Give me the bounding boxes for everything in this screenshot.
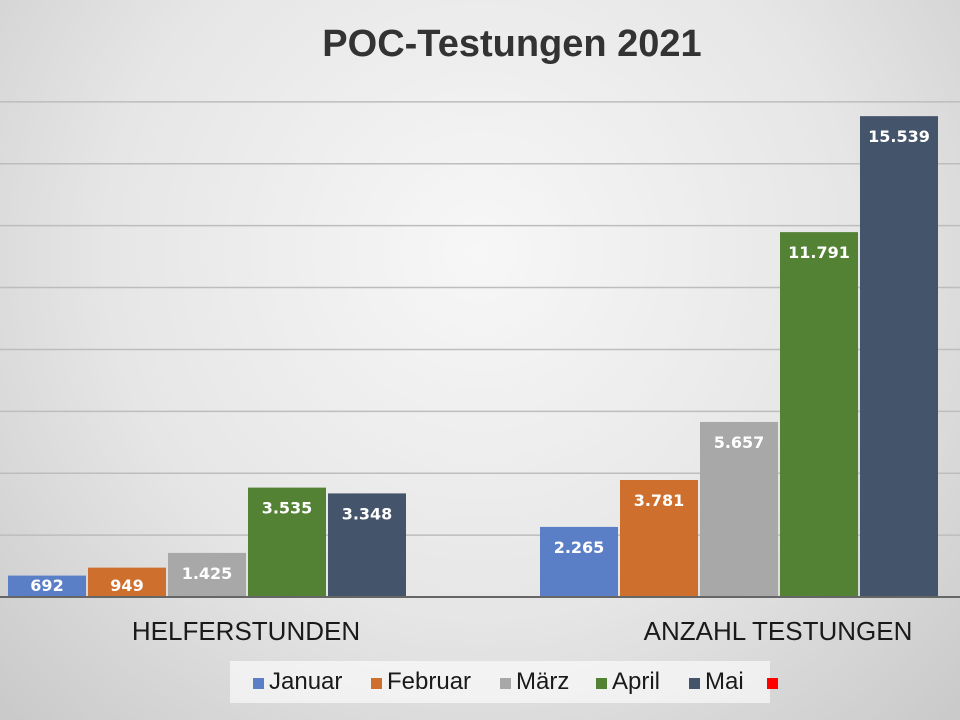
bar-april bbox=[248, 487, 326, 597]
category-label: ANZAHL TESTUNGEN bbox=[644, 616, 913, 646]
bar-januar bbox=[540, 526, 618, 597]
legend-swatch bbox=[767, 678, 778, 689]
bar-märz bbox=[168, 552, 246, 597]
legend-label: Januar bbox=[269, 668, 342, 695]
data-label: 11.791 bbox=[788, 243, 850, 262]
category-labels: HELFERSTUNDEN ANZAHL TESTUNGEN bbox=[132, 616, 912, 646]
bar-april bbox=[780, 232, 858, 598]
data-label: 3.348 bbox=[342, 504, 393, 523]
data-label: 2.265 bbox=[554, 538, 605, 557]
chart-title: POC-Testungen 2021 bbox=[322, 23, 701, 65]
legend-label: April bbox=[612, 668, 660, 695]
bar-februar bbox=[620, 479, 698, 597]
legend-swatch bbox=[371, 678, 382, 689]
legend-label: Februar bbox=[387, 668, 471, 695]
legend-swatch bbox=[500, 678, 511, 689]
legend-swatch bbox=[689, 678, 700, 689]
data-label: 1.425 bbox=[182, 564, 233, 583]
legend-swatch bbox=[253, 678, 264, 689]
bar-februar bbox=[88, 567, 166, 597]
data-label: 5.657 bbox=[714, 433, 765, 452]
data-label: 3.781 bbox=[634, 491, 685, 510]
legend: Januar Februar März April Mai bbox=[230, 661, 778, 703]
legend-label: Mai bbox=[705, 668, 744, 695]
data-labels: 692 949 1.425 3.535 3.348 2.265 3.781 5.657 11.7… bbox=[30, 127, 930, 595]
data-label: 15.539 bbox=[868, 127, 930, 146]
gridlines bbox=[0, 101, 960, 536]
data-label: 949 bbox=[110, 576, 143, 595]
bars bbox=[8, 116, 938, 598]
bar-mai bbox=[860, 116, 938, 598]
bar-märz bbox=[700, 421, 778, 597]
legend-swatch bbox=[596, 678, 607, 689]
bar-mai bbox=[328, 493, 406, 597]
data-label: 3.535 bbox=[262, 499, 313, 518]
legend-label: März bbox=[516, 668, 569, 695]
bar-januar bbox=[8, 575, 86, 597]
data-label: 692 bbox=[30, 576, 63, 595]
category-label: HELFERSTUNDEN bbox=[132, 616, 360, 646]
